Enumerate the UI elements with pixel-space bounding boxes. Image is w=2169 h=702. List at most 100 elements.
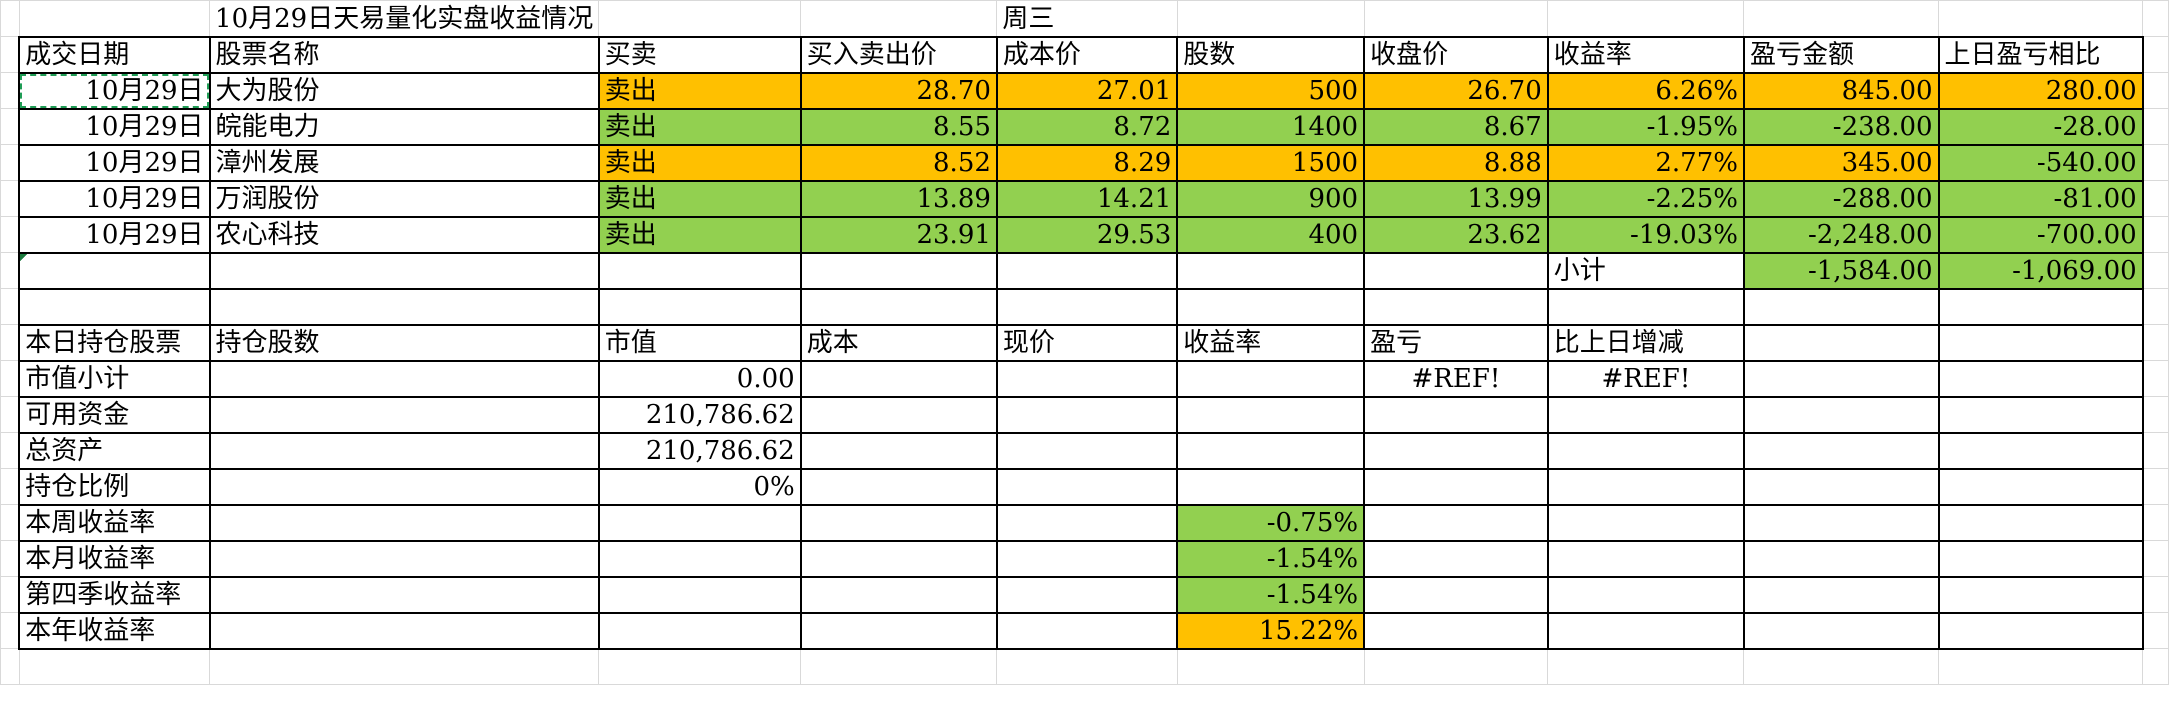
cell[interactable] (1363, 431, 1549, 470)
cell[interactable] (799, 395, 998, 434)
cell[interactable] (208, 539, 600, 578)
cell[interactable] (0, 576, 20, 613)
cell[interactable] (1363, 251, 1549, 290)
week-return-cell[interactable]: -0.75% (1176, 503, 1366, 542)
cell[interactable] (1742, 467, 1940, 506)
cell[interactable] (0, 36, 20, 73)
cell[interactable] (799, 251, 998, 290)
header-cost[interactable]: 成本价 (995, 35, 1179, 74)
cell[interactable] (0, 180, 20, 217)
header-holding-cost[interactable]: 成本 (799, 323, 998, 362)
cell[interactable] (1743, 0, 1940, 37)
cell[interactable] (799, 539, 998, 578)
cell[interactable] (1742, 395, 1940, 434)
year-return-cell[interactable]: 15.22% (1176, 611, 1366, 650)
header-side[interactable]: 买卖 (597, 35, 802, 74)
return-rate-cell[interactable]: 2.77% (1546, 143, 1745, 182)
cell[interactable] (1363, 0, 1549, 37)
cell[interactable] (0, 288, 20, 325)
cell[interactable] (0, 540, 20, 577)
header-holding-pnl[interactable]: 盈亏 (1363, 323, 1549, 362)
weekday-label[interactable]: 周三 (996, 0, 1178, 37)
cell[interactable] (1743, 648, 1940, 685)
cell[interactable] (2142, 576, 2169, 613)
side-cell[interactable]: 卖出 (597, 107, 802, 146)
trade-date-cell[interactable]: 10月29日 (18, 179, 211, 218)
close-cell[interactable]: 8.67 (1363, 107, 1549, 146)
cell[interactable] (1937, 359, 2144, 398)
header-holding-shares[interactable]: 持仓股数 (208, 323, 600, 362)
cell[interactable] (1937, 575, 2144, 614)
cell[interactable] (1363, 539, 1549, 578)
position-ratio-cell[interactable]: 0% (597, 467, 802, 506)
header-pnl[interactable]: 盈亏金额 (1742, 35, 1940, 74)
cell[interactable] (2142, 360, 2169, 397)
cell[interactable] (597, 503, 802, 542)
week-return-label[interactable]: 本周收益率 (18, 503, 211, 542)
cell[interactable] (1546, 431, 1745, 470)
price-cell[interactable]: 8.52 (799, 143, 998, 182)
cell[interactable] (208, 575, 600, 614)
cell[interactable] (1742, 575, 1940, 614)
cell[interactable] (598, 648, 802, 685)
cell[interactable] (1176, 251, 1366, 290)
market-value-cell[interactable]: 0.00 (597, 359, 802, 398)
cell[interactable] (2142, 324, 2169, 361)
cell[interactable] (2142, 180, 2169, 217)
cell[interactable] (0, 648, 20, 685)
available-funds-label[interactable]: 可用资金 (18, 395, 211, 434)
header-trade-date[interactable]: 成交日期 (18, 35, 211, 74)
cell[interactable] (995, 467, 1179, 506)
header-vs-prev[interactable]: 上日盈亏相比 (1937, 35, 2144, 74)
shares-cell[interactable]: 900 (1176, 179, 1366, 218)
pnl-cell[interactable]: -288.00 (1742, 179, 1940, 218)
cell[interactable] (1742, 359, 1940, 398)
cell[interactable] (799, 575, 998, 614)
vs-prev-cell[interactable]: -700.00 (1937, 215, 2144, 254)
cell[interactable] (1363, 611, 1549, 650)
report-title[interactable]: 10月29日天易量化实盘收益情况 (209, 0, 600, 37)
subtotal-label[interactable]: 小计 (1546, 251, 1745, 290)
return-rate-cell[interactable]: 6.26% (1546, 71, 1745, 110)
header-market-value[interactable]: 市值 (597, 323, 802, 362)
cell[interactable] (1176, 287, 1366, 326)
cell[interactable] (995, 575, 1179, 614)
vs-prev-cell[interactable]: -28.00 (1937, 107, 2144, 146)
cell[interactable] (1937, 611, 2144, 650)
cell[interactable] (598, 0, 802, 37)
cell[interactable] (1546, 395, 1745, 434)
cell[interactable] (208, 359, 600, 398)
cell[interactable] (1176, 0, 1365, 37)
market-value-label[interactable]: 市值小计 (18, 359, 211, 398)
close-cell[interactable]: 23.62 (1363, 215, 1549, 254)
cell[interactable] (2142, 432, 2169, 469)
header-current-price[interactable]: 现价 (995, 323, 1179, 362)
cell[interactable] (1547, 0, 1745, 37)
cell[interactable] (208, 431, 600, 470)
cell[interactable] (1176, 395, 1366, 434)
header-shares[interactable]: 股数 (1176, 35, 1366, 74)
cell[interactable] (800, 648, 998, 685)
cost-cell[interactable]: 14.21 (995, 179, 1179, 218)
cell[interactable] (1742, 503, 1940, 542)
cell[interactable] (597, 539, 802, 578)
cell[interactable] (995, 611, 1179, 650)
shares-cell[interactable]: 400 (1176, 215, 1366, 254)
cell[interactable] (800, 0, 998, 37)
shares-cell[interactable]: 1500 (1176, 143, 1366, 182)
cell[interactable] (1938, 0, 2144, 37)
spreadsheet-grid[interactable]: 10月29日天易量化实盘收益情况 周三 成交日期 股票名称 买卖 买入卖出价 成… (0, 0, 2169, 685)
total-assets-cell[interactable]: 210,786.62 (597, 431, 802, 470)
cell[interactable] (0, 432, 20, 469)
cell[interactable] (995, 287, 1179, 326)
cell[interactable] (799, 431, 998, 470)
cell[interactable] (1546, 575, 1745, 614)
quarter-return-cell[interactable]: -1.54% (1176, 575, 1366, 614)
price-cell[interactable]: 13.89 (799, 179, 998, 218)
pnl-ref-error[interactable]: #REF! (1363, 359, 1549, 398)
pnl-cell[interactable]: 345.00 (1742, 143, 1940, 182)
month-return-cell[interactable]: -1.54% (1176, 539, 1366, 578)
cell[interactable] (2142, 216, 2169, 253)
trade-date-cell[interactable]: 10月29日 (18, 107, 211, 146)
side-cell[interactable]: 卖出 (597, 143, 802, 182)
